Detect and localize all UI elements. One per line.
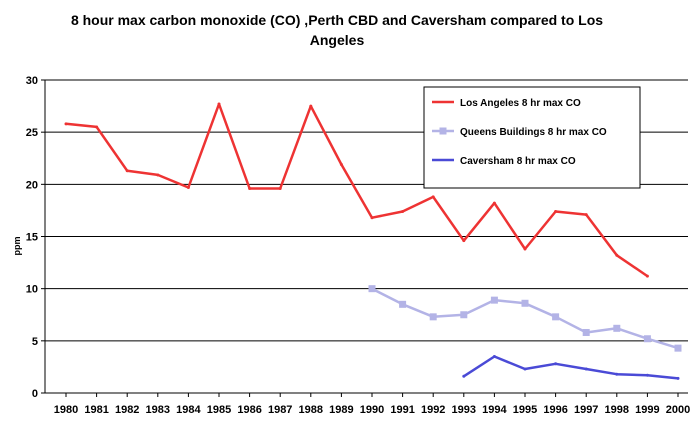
- data-point: [156, 173, 160, 177]
- data-point: [368, 285, 376, 293]
- legend: Los Angeles 8 hr max CO Queens Buildings …: [423, 86, 641, 189]
- series-line: [463, 355, 679, 380]
- series-layer: [64, 102, 682, 380]
- series-line: [65, 102, 649, 278]
- data-point: [523, 247, 527, 251]
- data-point: [554, 362, 558, 366]
- data-point: [615, 372, 619, 376]
- data-point: [613, 324, 621, 332]
- data-point: [339, 163, 343, 167]
- x-tick-label: 1998: [605, 404, 629, 416]
- data-point: [462, 374, 466, 378]
- data-point: [554, 209, 558, 213]
- data-point: [186, 185, 190, 189]
- x-tick-label: 1986: [237, 404, 261, 416]
- data-point: [490, 296, 498, 304]
- y-tick-label: 15: [26, 232, 38, 244]
- data-point: [676, 376, 680, 380]
- y-tick-label: 10: [26, 284, 38, 296]
- chart-title-line2: Angeles: [310, 32, 365, 48]
- data-point: [643, 335, 651, 343]
- x-tick-label: 1987: [268, 404, 292, 416]
- x-tick-label: 1983: [146, 404, 170, 416]
- x-tick-label: 2000: [666, 404, 690, 416]
- data-point: [582, 328, 590, 336]
- data-point: [217, 102, 221, 106]
- data-point: [431, 195, 435, 199]
- x-tick-label: 1996: [543, 404, 567, 416]
- data-point: [401, 209, 405, 213]
- data-point: [125, 169, 129, 173]
- data-point: [64, 122, 68, 126]
- x-tick-label: 1994: [482, 404, 507, 416]
- data-point: [492, 201, 496, 205]
- x-tick-label: 1991: [390, 404, 414, 416]
- series-3: [462, 354, 680, 380]
- x-tick-label: 1985: [207, 404, 231, 416]
- data-point: [460, 311, 468, 319]
- chart-title-line1: 8 hour max carbon monoxide (CO) ,Perth C…: [71, 12, 603, 28]
- y-axis-label: ppm: [12, 237, 22, 256]
- data-point: [552, 313, 560, 321]
- data-point: [309, 104, 313, 108]
- data-point: [462, 239, 466, 243]
- y-tick-label: 0: [32, 388, 38, 400]
- x-tick-label: 1992: [421, 404, 445, 416]
- x-tick-label: 1980: [54, 404, 78, 416]
- y-tick-label: 30: [26, 75, 38, 87]
- axes: 0 5 10 15 20 25 30 1980 1981 1982 1983 1984 1985 1986…: [26, 75, 690, 416]
- y-tick-label: 20: [26, 179, 38, 191]
- data-point: [248, 187, 252, 191]
- data-point: [523, 367, 527, 371]
- x-tick-label: 1989: [329, 404, 353, 416]
- data-point: [95, 125, 99, 129]
- legend-marker: [439, 127, 447, 135]
- data-point: [429, 313, 437, 321]
- data-point: [674, 344, 682, 352]
- data-point: [645, 274, 649, 278]
- legend-label: Los Angeles 8 hr max CO: [460, 98, 581, 109]
- data-point: [584, 213, 588, 217]
- data-point: [492, 354, 496, 358]
- legend-box: [423, 86, 641, 189]
- y-tick-label: 25: [26, 127, 38, 139]
- x-tick-label: 1995: [513, 404, 537, 416]
- x-tick-label: 1988: [299, 404, 323, 416]
- legend-label: Queens Buildings 8 hr max CO: [460, 127, 607, 138]
- series-1: [64, 102, 649, 278]
- series-2: [368, 285, 682, 352]
- x-tick-label: 1993: [452, 404, 476, 416]
- y-tick-label: 5: [32, 336, 38, 348]
- x-tick-label: 1984: [176, 404, 201, 416]
- legend-label: Caversham 8 hr max CO: [460, 156, 576, 167]
- grid: [45, 79, 688, 394]
- data-point: [521, 299, 529, 307]
- x-tick-label: 1990: [360, 404, 384, 416]
- x-tick-label: 1982: [115, 404, 139, 416]
- data-point: [399, 300, 407, 308]
- data-point: [278, 187, 282, 191]
- data-point: [370, 216, 374, 220]
- data-point: [615, 253, 619, 257]
- series-line: [371, 287, 679, 350]
- x-tick-label: 1999: [635, 404, 659, 416]
- data-point: [584, 367, 588, 371]
- data-point: [645, 373, 649, 377]
- x-tick-label: 1981: [84, 404, 108, 416]
- x-tick-label: 1997: [574, 404, 598, 416]
